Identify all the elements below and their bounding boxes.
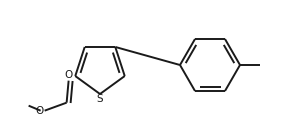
Text: S: S xyxy=(97,95,103,105)
Text: O: O xyxy=(64,70,73,80)
Text: O: O xyxy=(36,106,44,116)
